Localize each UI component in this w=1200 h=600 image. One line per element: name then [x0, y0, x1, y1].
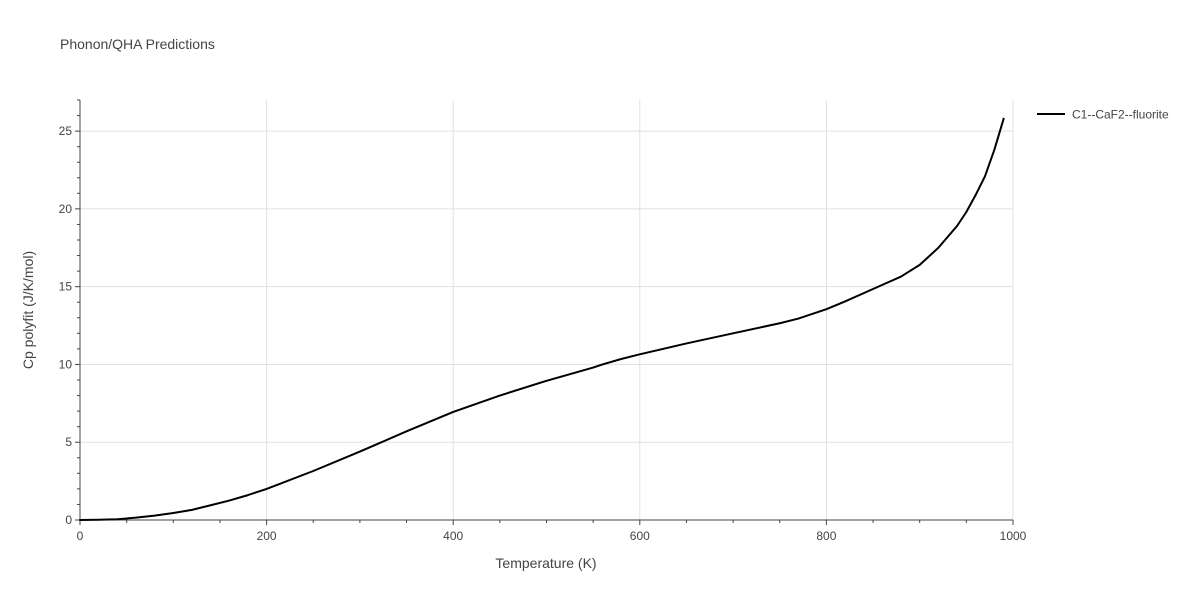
legend-label: C1--CaF2--fluorite [1072, 108, 1169, 122]
y-tick-label: 10 [59, 357, 73, 371]
legend[interactable]: C1--CaF2--fluorite [1037, 108, 1169, 122]
y-tick-label: 20 [59, 202, 73, 216]
series-layer [79, 117, 1005, 521]
x-tick-label: 200 [257, 529, 277, 543]
y-tick-label: 5 [65, 435, 72, 449]
x-tick-label: 1000 [1000, 529, 1027, 543]
chart-title: Phonon/QHA Predictions [60, 36, 215, 52]
x-axis-label: Temperature (K) [495, 555, 596, 571]
y-tick-label: 25 [59, 124, 73, 138]
series-line[interactable] [79, 117, 1005, 521]
x-tick-label: 800 [816, 529, 836, 543]
y-axis-label: Cp polyfit (J/K/mol) [20, 251, 36, 369]
y-tick-label: 0 [65, 513, 72, 527]
x-tick-label: 600 [630, 529, 650, 543]
grid-layer [80, 100, 1014, 520]
x-tick-label: 400 [443, 529, 463, 543]
y-tick-label: 15 [59, 280, 73, 294]
axis-layer: 0 200 400 600 800 1000 0 5 10 15 20 25 [59, 99, 1027, 543]
x-tick-label: 0 [77, 529, 84, 543]
